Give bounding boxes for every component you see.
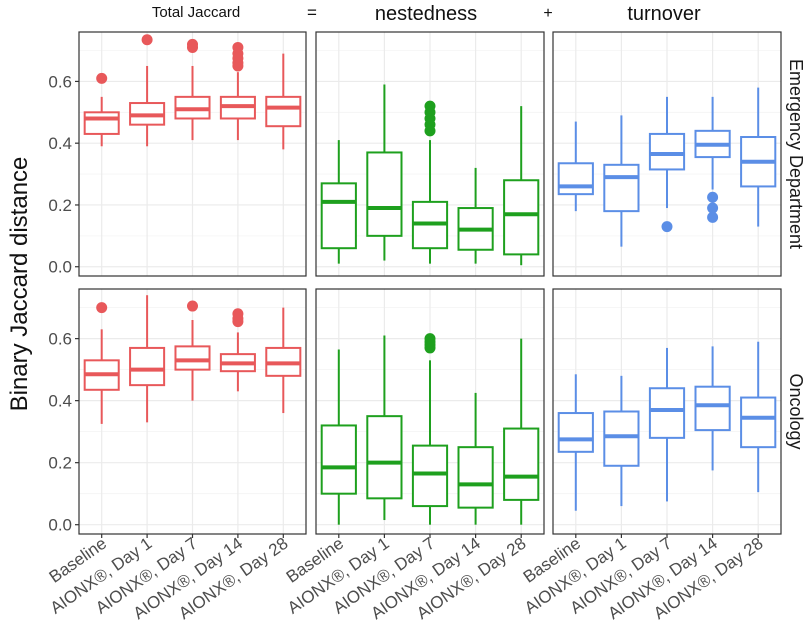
col-title-plus: + (543, 5, 552, 22)
box-iqr (129, 346, 166, 387)
box-iqr (366, 151, 403, 237)
box-iqr (648, 387, 686, 439)
panel-r1-c2 (552, 288, 782, 535)
column-titles: Total Jaccard = nestedness + turnover (152, 3, 701, 25)
box-4 (265, 53, 302, 150)
y-tick-label: 0.6 (48, 330, 72, 349)
box-iqr (320, 424, 357, 495)
y-axis: 0.0 0.2 0.4 0.6 0.0 0.2 0.4 0.6 (48, 72, 79, 535)
panel-border (552, 31, 782, 277)
box-1 (129, 34, 166, 147)
row-strip-label: Emergency Department (786, 59, 806, 249)
box-2 (648, 347, 686, 502)
box-0 (83, 72, 120, 147)
outlier-point (707, 211, 719, 223)
box-0 (557, 121, 594, 212)
box-iqr (694, 385, 731, 432)
y-axis-title: Binary Jaccard distance (6, 157, 33, 412)
box-iqr (457, 446, 494, 509)
box-iqr (265, 95, 302, 128)
box-iqr (83, 111, 120, 135)
outlier-point (424, 100, 436, 112)
outlier-point (232, 308, 244, 320)
box-1 (366, 84, 403, 261)
y-tick-label: 0.6 (48, 72, 72, 91)
outlier-point (707, 202, 719, 214)
box-3 (457, 392, 494, 525)
panel-r0-c0 (78, 31, 307, 277)
y-tick-label: 0.0 (48, 258, 72, 277)
box-4 (503, 106, 540, 266)
box-3 (694, 96, 731, 223)
col-title-turnover: turnover (627, 3, 701, 25)
outlier-point (96, 302, 108, 314)
box-3 (457, 167, 494, 264)
y-tick-label: 0.4 (48, 134, 72, 153)
panel-r1-c0 (78, 288, 307, 535)
outlier-point (424, 333, 436, 345)
box-iqr (740, 396, 777, 449)
y-tick-label: 0.0 (48, 516, 72, 535)
box-iqr (648, 132, 686, 171)
row-strip-label: Oncology (786, 373, 806, 449)
outlier-point (187, 300, 198, 312)
box-0 (320, 140, 357, 264)
box-4 (265, 307, 302, 414)
y-tick-label: 0.2 (48, 196, 72, 215)
col-title-nestedness: nestedness (375, 3, 477, 25)
box-2 (648, 96, 686, 233)
box-iqr (603, 410, 640, 467)
box-iqr (503, 427, 540, 501)
box-1 (366, 335, 403, 521)
box-1 (603, 375, 640, 507)
box-iqr (174, 345, 211, 371)
box-3 (694, 346, 731, 471)
outlier-point (232, 41, 244, 53)
box-0 (557, 374, 594, 511)
box-2 (174, 300, 211, 401)
box-0 (320, 349, 357, 525)
outlier-point (141, 34, 153, 46)
box-3 (219, 308, 256, 392)
box-iqr (603, 163, 640, 213)
panel-r1-c1 (315, 288, 545, 535)
panel-border (78, 31, 307, 277)
box-iqr (557, 162, 594, 196)
box-4 (503, 338, 540, 525)
panel-border (315, 31, 545, 277)
box-iqr (557, 412, 594, 453)
box-0 (83, 302, 120, 424)
outlier-point (187, 38, 198, 50)
outlier-point (707, 191, 719, 203)
box-2 (411, 100, 449, 264)
box-iqr (366, 415, 403, 500)
outlier-point (96, 72, 108, 84)
box-iqr (320, 182, 357, 250)
box-iqr (503, 179, 540, 256)
y-tick-label: 0.4 (48, 392, 72, 411)
box-4 (740, 87, 777, 227)
col-title-total: Total Jaccard (152, 4, 240, 21)
panel-r0-c1 (315, 31, 545, 277)
col-title-equals: = (307, 3, 317, 22)
facet-panels (78, 31, 782, 535)
outlier-point (661, 221, 673, 233)
panel-r0-c2 (552, 31, 782, 277)
y-tick-label: 0.2 (48, 454, 72, 473)
box-1 (603, 115, 640, 247)
box-1 (129, 295, 166, 423)
box-2 (411, 333, 449, 525)
row-strip-labels: Emergency Department Oncology (786, 59, 806, 450)
box-2 (174, 38, 211, 141)
box-4 (740, 341, 777, 493)
box-3 (219, 41, 256, 141)
box-iqr (411, 444, 449, 508)
